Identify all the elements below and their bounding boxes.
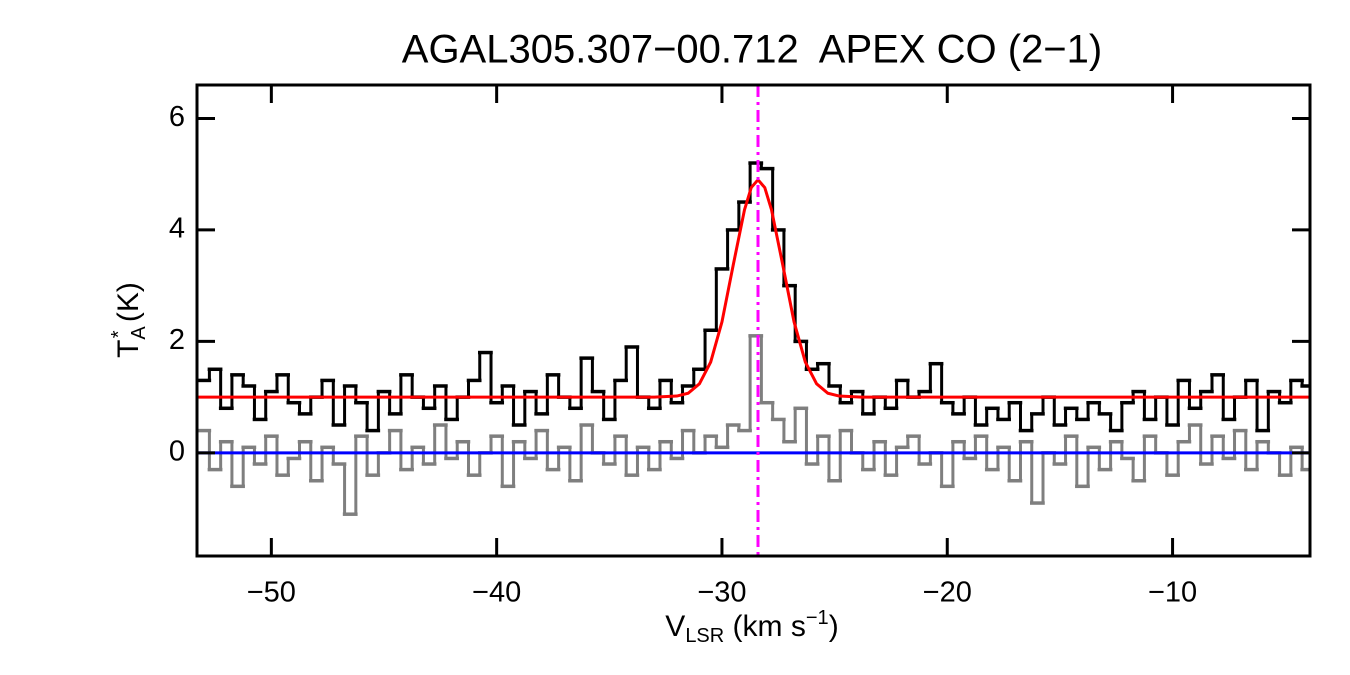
x-tick-label: −40 [472, 577, 521, 609]
label-sup: −1 [806, 607, 829, 629]
label-part: V [665, 610, 685, 643]
x-tick-label: −20 [923, 577, 972, 609]
label-sup: * [108, 330, 130, 338]
x-tick-label: −30 [697, 577, 746, 609]
label-part: (K) [112, 282, 145, 330]
y-tick-label: 0 [169, 436, 185, 468]
x-tick-label: −50 [247, 577, 296, 609]
y-tick-label: 4 [169, 213, 185, 245]
x-tick-label: −10 [1148, 577, 1197, 609]
gaussian-fit [197, 177, 1310, 399]
plot-frame [195, 83, 1312, 558]
x-axis-label: VLSR (km s−1) [665, 607, 838, 647]
label-part: T [112, 340, 145, 358]
label-part: ) [829, 610, 839, 643]
y-tick-label: 6 [169, 101, 185, 133]
plot-area [197, 85, 1310, 556]
chart-title: AGAL305.307−00.712 APEX CO (2−1) [402, 28, 1102, 72]
y-tick-label: 2 [169, 324, 185, 356]
label-sub: A [128, 326, 150, 340]
label-sub: LSR [685, 625, 724, 647]
y-axis-label: TA* (K) [108, 282, 150, 358]
label-part: (km s [724, 610, 806, 643]
